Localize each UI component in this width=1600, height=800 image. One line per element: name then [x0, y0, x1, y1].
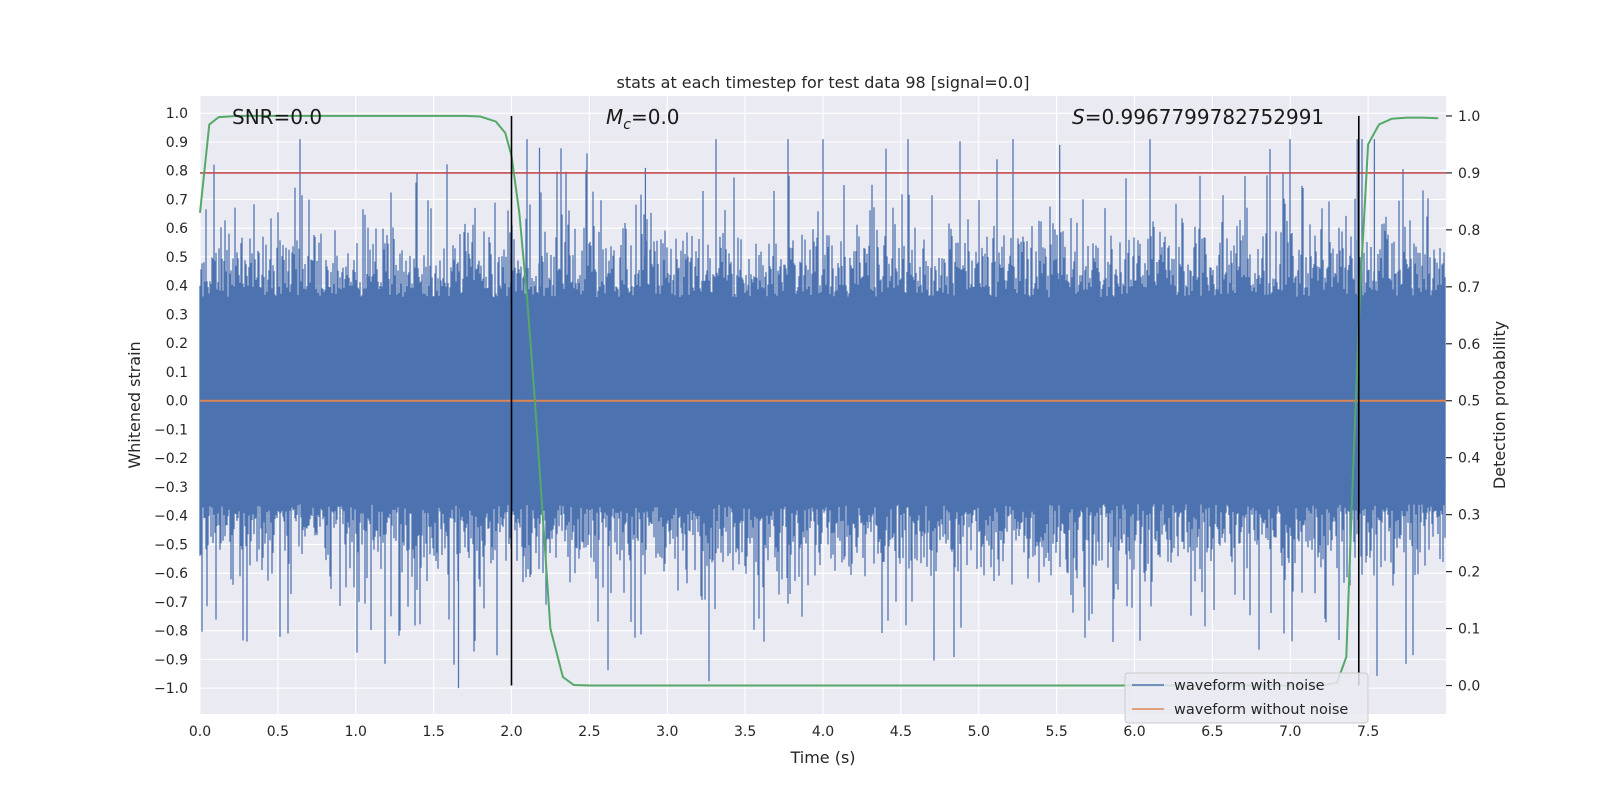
y-tick-label: 0.1	[166, 365, 188, 381]
y-right-axis-label: Detection probability	[1490, 321, 1509, 489]
score-value: =0.9967799782752991	[1085, 105, 1324, 129]
series-waveform-with-noise	[199, 139, 1446, 689]
y-tick-label: 0.5	[166, 250, 188, 266]
y-tick-label: 0.8	[166, 164, 188, 180]
x-tick-label: 6.0	[1123, 724, 1145, 740]
x-tick-label: 3.0	[656, 724, 678, 740]
x-tick-label: 1.5	[422, 724, 444, 740]
y-tick-label: 0.2	[166, 336, 188, 352]
y-right-tick-label: 0.5	[1458, 394, 1480, 410]
y-tick-label: 0.3	[166, 307, 188, 323]
y-right-tick-label: 0.3	[1458, 508, 1480, 524]
y-tick-label: −0.1	[154, 422, 188, 438]
y-right-tick-label: 0.7	[1458, 280, 1480, 296]
y-right-tick-label: 1.0	[1458, 109, 1480, 125]
y-tick-label: −0.8	[154, 624, 188, 640]
y-right-tick-label: 0.8	[1458, 223, 1480, 239]
vertical-markers	[510, 115, 1360, 686]
x-tick-label: 6.5	[1201, 724, 1223, 740]
x-tick-label: 7.5	[1357, 724, 1379, 740]
score-annotation: S=0.9967799782752991	[1072, 105, 1324, 129]
y-tick-label: 1.0	[166, 106, 188, 122]
x-tick-label: 4.0	[812, 724, 834, 740]
chirp-mass-value: =0.0	[631, 105, 680, 129]
y-tick-label: 0.7	[166, 192, 188, 208]
snr-annotation: SNR=0.0	[232, 105, 322, 129]
y-tick-label: 0.6	[166, 221, 188, 237]
x-tick-label: 2.0	[500, 724, 522, 740]
y-tick-label: −0.7	[154, 595, 188, 611]
y-right-axis-ticks: 1.0 0.9 0.8 0.7 0.6 0.5 0.4 0.3 0.2 0.1 0.0	[1446, 109, 1480, 695]
y-right-tick-label: 0.6	[1458, 337, 1480, 353]
legend-box	[1124, 672, 1369, 724]
y-tick-label: −0.2	[154, 451, 188, 467]
x-axis-ticks: 0.0 0.5 1.0 1.5 2.0 2.5 3.0 3.5 4.0 4.5 5.0 5.5 6.0 6…	[189, 724, 1379, 740]
y-tick-label: −0.5	[154, 537, 188, 553]
x-tick-label: 2.5	[578, 724, 600, 740]
y-right-tick-label: 0.9	[1458, 166, 1480, 182]
x-tick-label: 1.0	[345, 724, 367, 740]
chirp-mass-annotation: Mc=0.0	[606, 105, 680, 133]
y-tick-label: −0.6	[154, 566, 188, 582]
y-axis-ticks: 1.0 0.9 0.8 0.7 0.6 0.5 0.4 0.3 0.2 0.1 0.0 −0.1 −0.…	[154, 106, 188, 697]
legend-label-waveform-with-noise: waveform with noise	[1174, 678, 1325, 694]
x-tick-label: 0.5	[267, 724, 289, 740]
y-tick-label: −1.0	[154, 681, 188, 697]
y-tick-label: 0.9	[166, 135, 188, 151]
y-right-tick-label: 0.2	[1458, 565, 1480, 581]
y-right-tick-label: 0.1	[1458, 622, 1480, 638]
x-tick-label: 0.0	[189, 724, 211, 740]
y-right-tick-label: 0.0	[1458, 679, 1480, 695]
y-tick-label: 0.0	[166, 394, 188, 410]
y-right-tick-label: 0.4	[1458, 451, 1480, 467]
x-tick-label: 7.0	[1279, 724, 1301, 740]
x-tick-label: 4.5	[890, 724, 912, 740]
chart-title: stats at each timestep for test data 98 …	[617, 73, 1030, 92]
chirp-mass-subscript: c	[623, 117, 631, 133]
legend: waveform with noise waveform without noi…	[1124, 672, 1369, 724]
x-axis-label: Time (s)	[789, 748, 855, 767]
noise-series	[199, 139, 1446, 689]
series-line-detection-probability	[199, 114, 1439, 687]
y-tick-label: −0.4	[154, 509, 188, 525]
x-tick-label: 5.0	[968, 724, 990, 740]
y-tick-label: 0.4	[166, 279, 188, 295]
y-tick-label: −0.9	[154, 652, 188, 668]
chirp-mass-symbol: M	[606, 105, 623, 129]
x-tick-label: 3.5	[734, 724, 756, 740]
x-tick-label: 5.5	[1045, 724, 1067, 740]
y-axis-label: Whitened strain	[125, 341, 144, 468]
legend-label-waveform-without-noise: waveform without noise	[1174, 702, 1348, 718]
y-tick-label: −0.3	[154, 480, 188, 496]
score-symbol: S	[1072, 105, 1085, 129]
